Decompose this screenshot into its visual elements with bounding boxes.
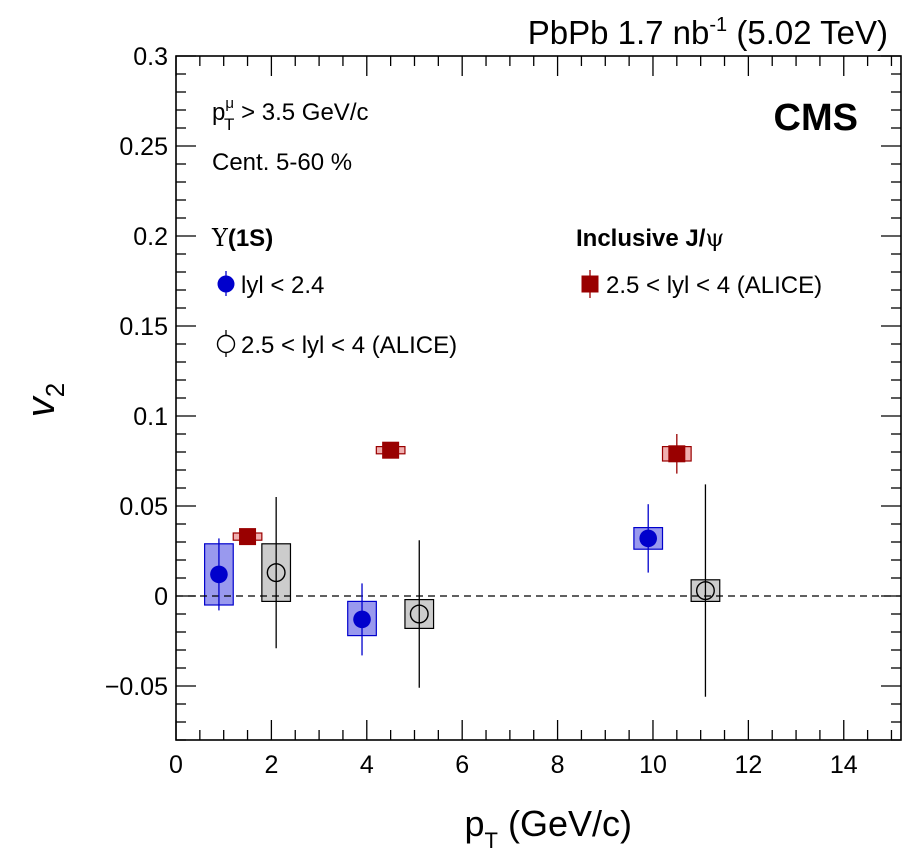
y-tick-label: 0.15 bbox=[119, 313, 168, 341]
y-tick-label: 0.1 bbox=[133, 403, 168, 431]
data-point bbox=[210, 565, 228, 584]
x-axis-title: pT (GeV/c) bbox=[465, 803, 633, 853]
legend-alice-upsilon: 2.5 < lyl < 4 (ALICE) bbox=[216, 330, 457, 359]
data-point bbox=[668, 445, 686, 463]
legend-cms-upsilon: lyl < 2.4 bbox=[217, 271, 324, 299]
data-point bbox=[239, 528, 257, 546]
legend-alice-jpsi-label: 2.5 < lyl < 4 (ALICE) bbox=[606, 272, 822, 299]
legend-alice-jpsi-marker bbox=[581, 275, 599, 293]
data-point bbox=[353, 610, 371, 629]
y-tick-label: −0.05 bbox=[105, 673, 168, 701]
x-tick-label: 8 bbox=[551, 751, 565, 779]
x-tick-label: 4 bbox=[360, 751, 374, 779]
x-tick-label: 12 bbox=[734, 751, 762, 779]
centrality-label: Cent. 5-60 % bbox=[212, 149, 352, 176]
data-point bbox=[382, 441, 400, 459]
x-tick-label: 0 bbox=[169, 751, 183, 779]
statistical-error-bars bbox=[218, 434, 707, 697]
legend-cms-upsilon-label: lyl < 2.4 bbox=[241, 272, 324, 299]
legend-cms-upsilon-marker bbox=[217, 275, 235, 293]
pt-cut-label: pμ T > 3.5 GeV/c bbox=[212, 95, 368, 134]
y-axis-title: v2 bbox=[19, 383, 70, 417]
x-tick-label: 2 bbox=[264, 751, 278, 779]
data-point bbox=[409, 604, 429, 624]
experiment-label: CMS bbox=[774, 97, 858, 139]
legend-alice-jpsi: 2.5 < lyl < 4 (ALICE) bbox=[581, 270, 822, 299]
y-tick-label: 0.3 bbox=[133, 43, 168, 71]
x-tick-label: 14 bbox=[830, 751, 858, 779]
top-label: PbPb 1.7 nb-1 (5.02 TeV) bbox=[528, 14, 888, 51]
x-tick-label: 6 bbox=[455, 751, 469, 779]
y-tick-label: 0.2 bbox=[133, 223, 168, 251]
data-markers bbox=[210, 441, 715, 629]
y-tick-label: 0.25 bbox=[119, 133, 168, 161]
legend-alice-upsilon-label: 2.5 < lyl < 4 (ALICE) bbox=[241, 332, 457, 359]
y-tick-label: 0.05 bbox=[119, 493, 168, 521]
axes: 0 2 4 6 8 10 12 14 −0.05 0 0.05 0.1 0.15 0.2 0.25 0.3 bbox=[105, 43, 902, 779]
jpsi-group-title: Inclusive J/ψ bbox=[576, 224, 724, 252]
data-point bbox=[695, 581, 715, 601]
upsilon-group-title: Υ(1S) bbox=[211, 224, 273, 252]
data-point bbox=[266, 563, 286, 583]
y-tick-label: 0 bbox=[154, 583, 168, 611]
x-tick-label: 10 bbox=[639, 751, 667, 779]
data-point bbox=[639, 529, 658, 548]
legend-alice-upsilon-marker bbox=[216, 334, 236, 354]
